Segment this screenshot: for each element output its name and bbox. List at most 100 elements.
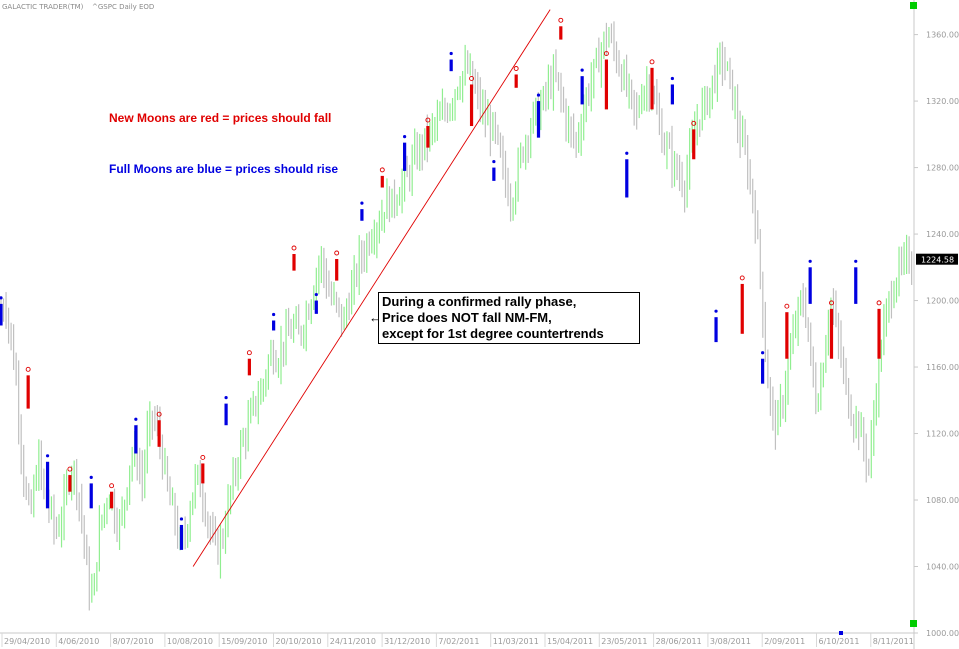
full-moon-bar bbox=[714, 317, 718, 343]
new-moon-bar bbox=[201, 463, 205, 484]
new-moon-icon bbox=[876, 300, 882, 306]
new-moon-icon bbox=[200, 455, 206, 460]
new-moon-note: New Moons are red = prices should fall bbox=[109, 111, 332, 125]
last-price-box bbox=[916, 253, 958, 265]
full-moon-bar bbox=[625, 159, 629, 198]
new-moon-icon bbox=[829, 300, 834, 306]
new-moon-icon bbox=[109, 483, 115, 489]
new-moon-icon bbox=[469, 76, 475, 81]
full-moon-bar bbox=[314, 300, 318, 314]
new-moon-bar bbox=[469, 84, 474, 127]
new-moon-icon bbox=[558, 17, 564, 23]
full-moon-icon bbox=[272, 312, 276, 317]
last-price-label: 1224.58 bbox=[921, 256, 954, 265]
x-tick-label: 8/11/2011 bbox=[873, 637, 914, 646]
new-moon-icon bbox=[25, 366, 31, 372]
new-moon-bar bbox=[877, 308, 881, 359]
new-moon-icon bbox=[246, 350, 252, 356]
full-moon-icon bbox=[45, 454, 50, 458]
full-moon-bar bbox=[808, 267, 812, 304]
full-moon-icon bbox=[179, 517, 184, 521]
new-moon-icon bbox=[603, 51, 609, 56]
price-axis: 1000.00 1040.00 1080.00 1120.00 1160.00 1200.… bbox=[914, 31, 959, 638]
new-moon-bar bbox=[157, 420, 161, 447]
x-tick-label: 24/11/2010 bbox=[330, 637, 376, 646]
y-tick-label: 1000.00 bbox=[926, 629, 959, 638]
scroll-marker-icon[interactable] bbox=[839, 631, 843, 635]
x-tick-label: 11/03/2011 bbox=[493, 637, 539, 646]
full-moon-icon bbox=[492, 159, 496, 164]
callout-line-2: Price does NOT fall NM-FM, bbox=[382, 310, 552, 325]
new-moon-icon bbox=[739, 275, 745, 281]
full-moon-bar bbox=[403, 142, 407, 171]
x-tick-label: 15/04/2011 bbox=[547, 637, 593, 646]
new-moon-bar bbox=[829, 308, 834, 359]
full-moon-bar bbox=[449, 59, 453, 72]
chart-symbol: ^GSPC Daily EOD bbox=[92, 3, 155, 11]
bottom-green-square-icon[interactable] bbox=[910, 620, 917, 627]
new-moon-bar bbox=[247, 358, 251, 376]
x-tick-label: 8/07/2010 bbox=[113, 637, 154, 646]
y-tick-label: 1120.00 bbox=[926, 430, 959, 439]
callout-box: During a confirmed rally phase, Price do… bbox=[378, 292, 640, 344]
moon-markers bbox=[0, 17, 882, 550]
new-moon-icon bbox=[513, 66, 519, 71]
new-moon-bar bbox=[335, 258, 339, 281]
full-moon-bar bbox=[272, 320, 276, 331]
top-green-square-icon[interactable] bbox=[910, 2, 917, 9]
full-moon-bar bbox=[492, 167, 496, 181]
full-moon-icon bbox=[625, 151, 629, 155]
full-moon-icon bbox=[808, 259, 812, 263]
x-tick-label: 20/10/2010 bbox=[276, 637, 322, 646]
full-moon-icon bbox=[449, 51, 453, 56]
y-tick-label: 1200.00 bbox=[926, 297, 959, 306]
chart-title: GALACTIC TRADER(TM) bbox=[2, 3, 84, 11]
new-moon-bar bbox=[68, 475, 72, 492]
y-tick-label: 1040.00 bbox=[926, 563, 959, 572]
x-tick-label: 4/06/2010 bbox=[58, 637, 99, 646]
full-moon-icon bbox=[314, 292, 318, 297]
new-moon-icon bbox=[67, 466, 73, 472]
x-tick-label: 31/12/2010 bbox=[384, 637, 430, 646]
x-tick-label: 2/09/2011 bbox=[764, 637, 805, 646]
full-moon-note: Full Moons are blue = prices should rise bbox=[109, 162, 339, 176]
full-moon-icon bbox=[854, 259, 858, 263]
full-moon-icon bbox=[670, 76, 674, 81]
new-moon-icon bbox=[334, 250, 340, 256]
new-moon-bar bbox=[26, 375, 30, 409]
full-moon-bar bbox=[761, 358, 765, 384]
new-moon-icon bbox=[691, 120, 697, 126]
new-moon-bar bbox=[514, 74, 518, 88]
callout-line-3: except for 1st degree countertrends bbox=[382, 326, 604, 341]
new-moon-bar bbox=[604, 59, 609, 110]
full-moon-icon bbox=[134, 417, 138, 421]
full-moon-icon bbox=[0, 296, 3, 300]
new-moon-bar bbox=[650, 67, 654, 110]
new-moon-icon bbox=[291, 245, 297, 251]
y-tick-label: 1160.00 bbox=[926, 363, 959, 372]
full-moon-bar bbox=[360, 209, 364, 221]
full-moon-icon bbox=[224, 396, 228, 400]
trendline-segment bbox=[192, 9, 551, 567]
date-axis: 29/04/2010 4/06/2010 8/07/2010 10/08/2010 15… bbox=[1, 633, 914, 647]
full-moon-bar bbox=[45, 461, 50, 509]
y-tick-label: 1240.00 bbox=[926, 230, 959, 239]
x-tick-label: 23/05/2011 bbox=[601, 637, 647, 646]
x-tick-label: 6/10/2011 bbox=[819, 637, 860, 646]
x-tick-label: 29/04/2010 bbox=[4, 637, 50, 646]
y-tick-label: 1320.00 bbox=[926, 97, 959, 106]
new-moon-icon bbox=[425, 117, 431, 123]
full-moon-icon bbox=[360, 201, 364, 205]
full-moon-bar bbox=[89, 483, 93, 509]
new-moon-bar bbox=[426, 126, 430, 148]
new-moon-icon bbox=[156, 411, 162, 417]
callout-line-1: During a confirmed rally phase, bbox=[382, 294, 577, 309]
full-moon-bar bbox=[0, 303, 3, 326]
full-moon-icon bbox=[714, 309, 718, 313]
y-tick-label: 1360.00 bbox=[926, 31, 959, 40]
full-moon-bar bbox=[670, 84, 674, 105]
x-tick-label: 15/09/2010 bbox=[221, 637, 267, 646]
new-moon-bar bbox=[740, 283, 744, 334]
full-moon-bar bbox=[854, 267, 858, 304]
